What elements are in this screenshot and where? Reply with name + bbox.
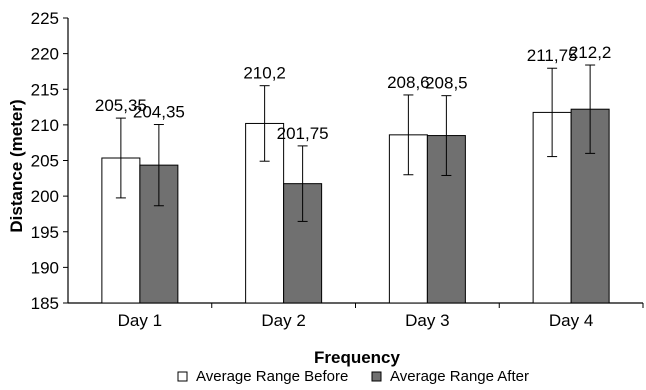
data-label: 208,6 [387, 73, 430, 92]
legend: Average Range Before Average Range After [177, 368, 529, 385]
legend-label-after: Average Range After [390, 368, 529, 385]
data-label: 208,5 [425, 74, 468, 93]
x-tick-label: Day 4 [549, 311, 593, 330]
x-tick-label: Day 3 [405, 311, 449, 330]
data-label: 211,75 [527, 46, 578, 65]
y-tick-label: 190 [31, 258, 59, 277]
x-axis-title: Frequency [314, 348, 401, 367]
x-tick-label: Day 1 [118, 311, 162, 330]
y-axis-title: Distance (meter) [7, 99, 26, 232]
x-tick-label: Day 2 [261, 311, 305, 330]
y-tick-label: 225 [31, 9, 59, 28]
data-label: 205,35 [95, 96, 147, 115]
legend-swatch-after [371, 371, 382, 382]
data-label: 210,2 [243, 64, 286, 83]
legend-swatch-before [177, 371, 188, 382]
bar-after [139, 164, 179, 304]
y-tick-label: 195 [31, 223, 59, 242]
data-label: 204,35 [133, 103, 185, 122]
data-label: 212,2 [569, 43, 612, 62]
legend-label-before: Average Range Before [196, 368, 348, 385]
y-tick-label: 185 [31, 294, 59, 313]
y-tick-label: 200 [31, 187, 59, 206]
y-tick-label: 220 [31, 45, 59, 64]
y-tick-label: 215 [31, 80, 59, 99]
data-label: 201,75 [277, 124, 329, 143]
y-tick-label: 205 [31, 152, 59, 171]
y-tick-label: 210 [31, 116, 59, 135]
